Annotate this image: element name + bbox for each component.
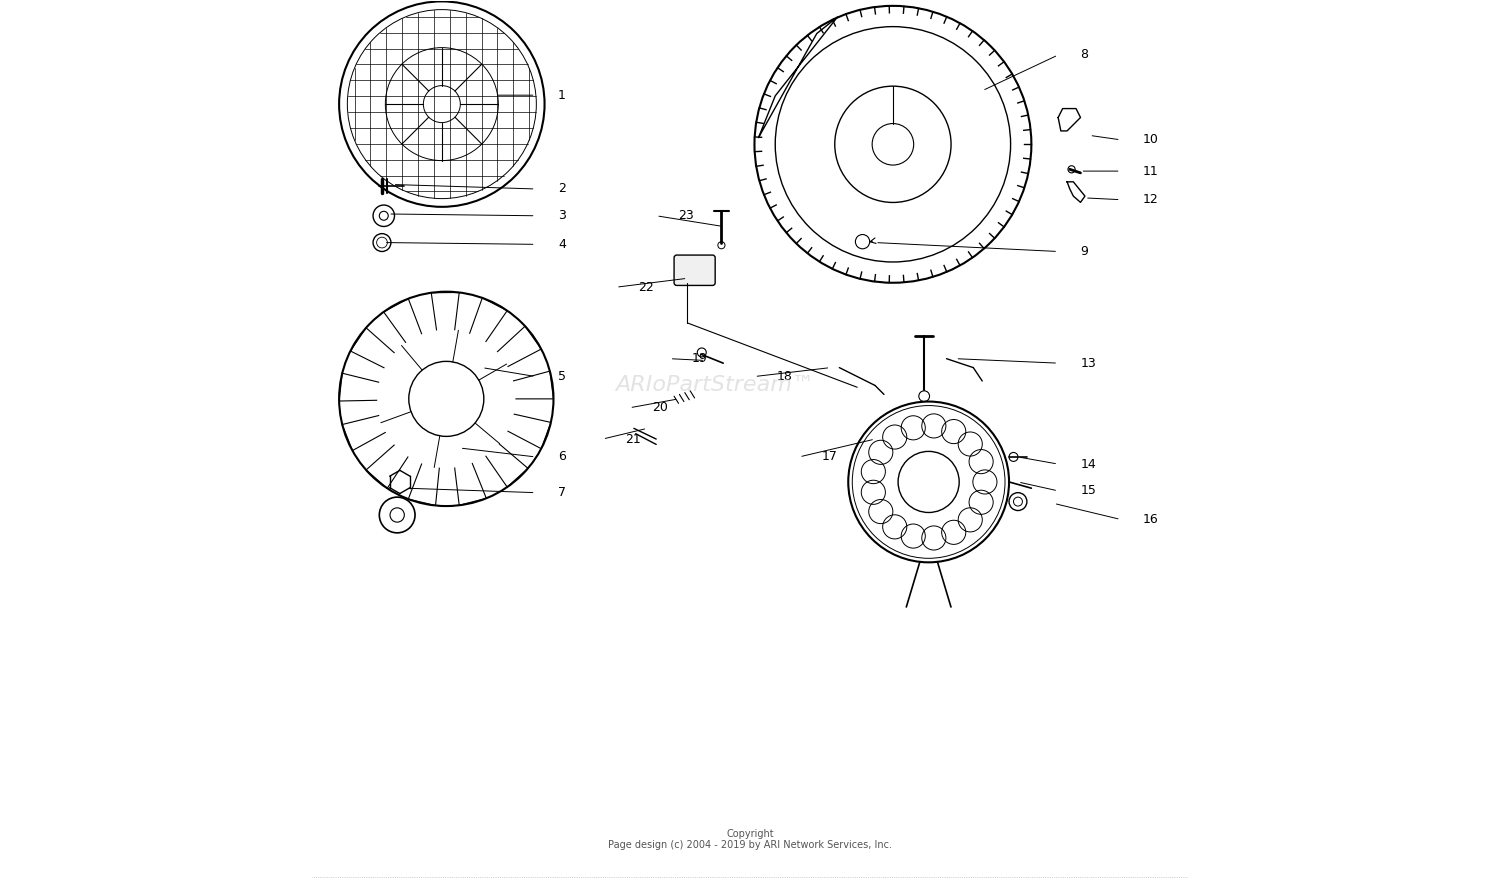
Text: 2: 2 — [558, 183, 566, 195]
Text: 9: 9 — [1080, 245, 1089, 258]
Text: 23: 23 — [678, 210, 694, 222]
Text: 15: 15 — [1080, 485, 1096, 497]
Text: 1: 1 — [558, 89, 566, 101]
Text: 7: 7 — [558, 487, 566, 499]
Text: 4: 4 — [558, 237, 566, 251]
Text: 5: 5 — [558, 370, 566, 383]
Text: 21: 21 — [626, 433, 640, 445]
Text: 14: 14 — [1080, 458, 1096, 470]
Text: 12: 12 — [1143, 194, 1160, 206]
Text: 8: 8 — [1080, 48, 1089, 62]
Text: Copyright: Copyright — [726, 829, 774, 839]
Text: 6: 6 — [558, 451, 566, 463]
Text: ARIoPartStream™: ARIoPartStream™ — [615, 375, 815, 395]
Text: 17: 17 — [822, 451, 837, 463]
FancyBboxPatch shape — [674, 255, 716, 286]
Text: 22: 22 — [639, 280, 654, 294]
Text: Page design (c) 2004 - 2019 by ARI Network Services, Inc.: Page design (c) 2004 - 2019 by ARI Netwo… — [608, 840, 892, 850]
Text: 10: 10 — [1143, 134, 1160, 146]
Text: 20: 20 — [651, 401, 668, 414]
Text: 16: 16 — [1143, 513, 1160, 526]
Text: 11: 11 — [1143, 165, 1160, 177]
Text: 13: 13 — [1080, 357, 1096, 370]
Text: 3: 3 — [558, 210, 566, 222]
Text: 19: 19 — [692, 352, 708, 366]
Text: 18: 18 — [777, 370, 792, 383]
